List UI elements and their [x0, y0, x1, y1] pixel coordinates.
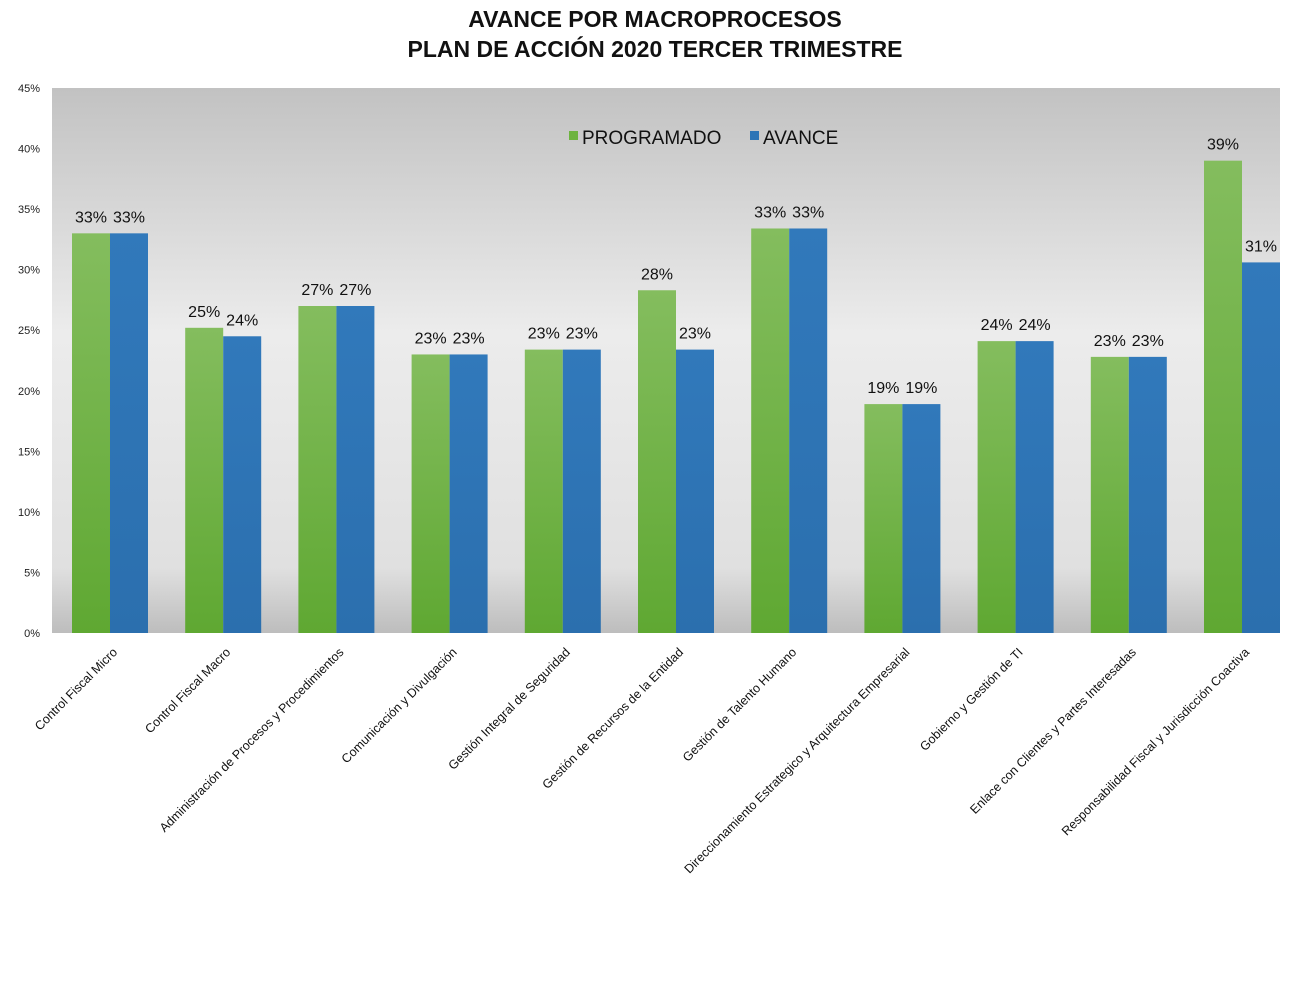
- bar-value-label: 23%: [415, 330, 447, 347]
- bar-value-label: 27%: [301, 282, 333, 299]
- y-tick-label: 20%: [18, 386, 40, 398]
- bar-value-label: 33%: [754, 204, 786, 221]
- x-category-label: Gobierno y Gestión de TI: [917, 645, 1025, 753]
- x-axis-labels: Control Fiscal Micro Control Fiscal Macro…: [32, 645, 1252, 876]
- bar-avance: [110, 233, 148, 634]
- bar-programado: [72, 233, 110, 634]
- legend-swatch-programado: [569, 131, 578, 140]
- y-tick-label: 40%: [18, 144, 40, 156]
- bar-value-label: 23%: [1094, 333, 1126, 350]
- bar-avance: [449, 354, 488, 633]
- bar-value-label: 24%: [981, 317, 1013, 334]
- bar-avance: [336, 306, 375, 633]
- x-category-label: Gestión Integral de Seguridad: [446, 645, 573, 772]
- bar-value-label: 27%: [339, 282, 371, 299]
- legend-label-avance: AVANCE: [763, 128, 838, 149]
- y-axis-ticks: 0% 5% 10% 15% 20% 25% 30% 35% 40% 45%: [18, 83, 40, 640]
- x-category-label: Comunicación y Divulgación: [339, 645, 460, 766]
- bar-avance: [789, 228, 828, 633]
- y-tick-label: 5%: [24, 567, 40, 579]
- bar-avance: [676, 349, 714, 633]
- bar-value-label: 24%: [226, 312, 258, 329]
- y-tick-label: 45%: [18, 83, 40, 95]
- x-category-label: Control Fiscal Micro: [32, 645, 120, 733]
- bar-avance: [1128, 356, 1167, 633]
- bar-value-label: 23%: [566, 326, 598, 343]
- bar-programado: [977, 341, 1016, 633]
- bar-value-label: 23%: [1132, 333, 1164, 350]
- bar-programado: [524, 349, 563, 633]
- bar-value-label: 39%: [1207, 137, 1239, 154]
- bar-programado: [1090, 356, 1129, 633]
- bar-programado: [751, 228, 790, 633]
- y-tick-label: 0%: [24, 628, 40, 640]
- bar-programado: [638, 290, 676, 633]
- legend: PROGRAMADO AVANCE: [569, 128, 838, 149]
- data-labels: 33% 33% 25% 24% 27% 27% 23% 23% 23% 23% 28% 23% 33% 3…: [75, 137, 1277, 397]
- bar-value-label: 28%: [641, 266, 673, 283]
- x-category-label: Gestión de Recursos de la Entidad: [540, 645, 687, 792]
- chart-title-line-1: AVANCE POR MACROPROCESOS: [468, 6, 842, 32]
- bar-value-label: 23%: [528, 326, 560, 343]
- legend-swatch-avance: [750, 131, 759, 140]
- bar-programado: [411, 354, 450, 633]
- bar-value-label: 24%: [1019, 317, 1051, 334]
- x-category-label: Responsabilidad Fiscal y Jurisdicción Co…: [1059, 645, 1252, 838]
- bar-value-label: 19%: [867, 380, 899, 397]
- bar-value-label: 23%: [453, 330, 485, 347]
- bar-value-label: 19%: [905, 380, 937, 397]
- bar-value-label: 23%: [679, 326, 711, 343]
- y-tick-label: 25%: [18, 325, 40, 337]
- bar-value-label: 33%: [75, 209, 107, 226]
- bar-avance: [902, 404, 941, 633]
- y-tick-label: 30%: [18, 265, 40, 277]
- y-tick-label: 35%: [18, 204, 40, 216]
- x-category-label: Gestión de Talento Humano: [680, 645, 799, 764]
- x-category-label: Control Fiscal Macro: [142, 645, 233, 736]
- bar-value-label: 33%: [113, 209, 145, 226]
- bar-programado: [864, 404, 903, 633]
- bar-value-label: 33%: [792, 204, 824, 221]
- bar-avance: [1015, 341, 1054, 633]
- y-tick-label: 15%: [18, 446, 40, 458]
- chart-title-line-2: PLAN DE ACCIÓN 2020 TERCER TRIMESTRE: [408, 35, 903, 62]
- bar-value-label: 25%: [188, 304, 220, 321]
- bar-programado: [298, 306, 337, 633]
- bars: [72, 160, 1280, 634]
- x-category-label: Direccionamiento Estrategico y Arquitect…: [682, 645, 913, 876]
- x-category-label: Administración de Procesos y Procedimien…: [157, 645, 347, 835]
- y-tick-label: 10%: [18, 507, 40, 519]
- bar-avance: [1242, 262, 1280, 633]
- bar-programado: [185, 327, 224, 633]
- bar-value-label: 31%: [1245, 238, 1277, 255]
- bar-programado: [1204, 160, 1242, 633]
- bar-avance: [562, 349, 601, 633]
- bar-avance: [223, 336, 262, 633]
- legend-label-programado: PROGRAMADO: [582, 128, 721, 149]
